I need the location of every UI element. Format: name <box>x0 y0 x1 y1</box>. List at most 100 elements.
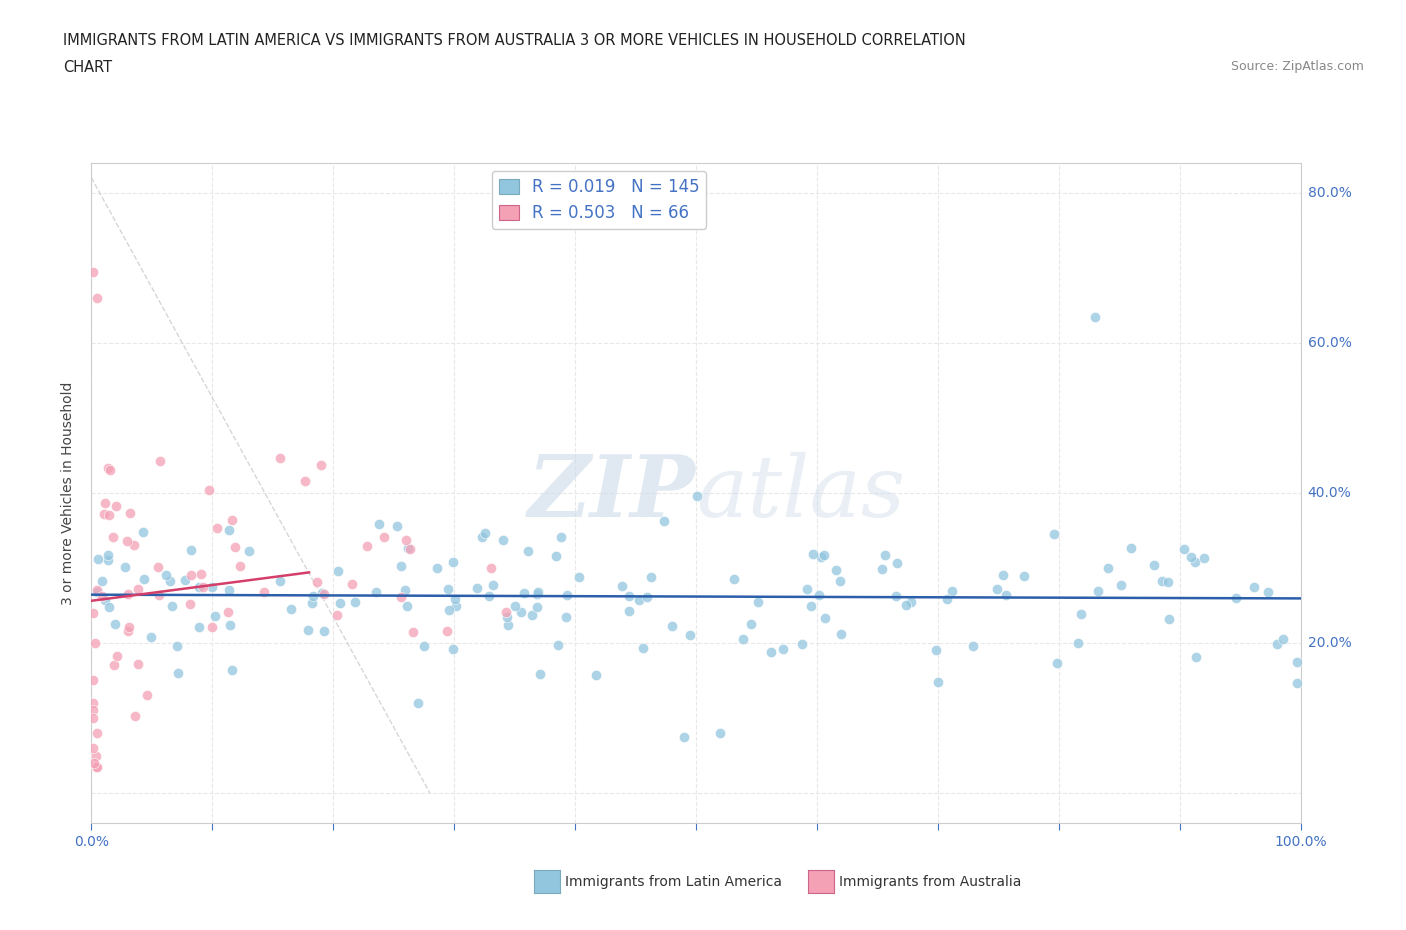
Point <box>526 599 548 614</box>
Point <box>94 495 117 510</box>
Point <box>478 589 501 604</box>
Point <box>329 596 352 611</box>
Point <box>875 548 897 563</box>
Point <box>723 571 745 586</box>
Point <box>253 585 276 600</box>
Point <box>870 562 893 577</box>
Point <box>205 521 228 536</box>
Point <box>124 709 146 724</box>
Point <box>104 617 127 631</box>
Point <box>439 603 461 618</box>
Point <box>481 578 503 592</box>
Point <box>311 586 333 601</box>
Point <box>509 604 531 619</box>
Point <box>385 519 408 534</box>
Point <box>1084 309 1107 324</box>
Point <box>628 592 651 607</box>
Point <box>733 631 755 646</box>
Point <box>180 542 202 557</box>
Point <box>297 623 319 638</box>
Point <box>188 579 211 594</box>
Point <box>1159 612 1181 627</box>
Point <box>269 450 291 465</box>
Text: 80.0%: 80.0% <box>1308 186 1351 200</box>
Point <box>894 598 917 613</box>
Point <box>814 610 837 625</box>
Point <box>162 598 184 613</box>
Point <box>82 696 104 711</box>
Point <box>1257 585 1279 600</box>
Point <box>547 638 569 653</box>
Point <box>101 530 124 545</box>
Point <box>1087 584 1109 599</box>
Point <box>364 585 387 600</box>
Point <box>218 523 240 538</box>
Text: 60.0%: 60.0% <box>1308 336 1351 350</box>
Text: 40.0%: 40.0% <box>1308 485 1351 500</box>
Point <box>198 483 221 498</box>
Point <box>219 618 242 632</box>
Point <box>761 644 783 659</box>
Point <box>513 586 536 601</box>
Point <box>672 729 695 744</box>
Point <box>84 759 107 774</box>
Point <box>367 517 389 532</box>
Point <box>640 569 662 584</box>
Point <box>312 623 335 638</box>
Point <box>544 549 567 564</box>
Point <box>103 658 125 672</box>
Text: IMMIGRANTS FROM LATIN AMERICA VS IMMIGRANTS FROM AUSTRALIA 3 OR MORE VEHICLES IN: IMMIGRANTS FROM LATIN AMERICA VS IMMIGRA… <box>63 33 966 47</box>
Point <box>86 583 108 598</box>
Point <box>302 588 325 603</box>
Point <box>1109 578 1132 592</box>
Point <box>925 643 948 658</box>
Point <box>1014 568 1036 583</box>
Text: Immigrants from Australia: Immigrants from Australia <box>839 874 1022 889</box>
Point <box>1285 655 1308 670</box>
Point <box>86 725 108 740</box>
Point <box>529 667 551 682</box>
Point <box>1173 541 1195 556</box>
Point <box>82 740 104 755</box>
Point <box>188 619 211 634</box>
Point <box>394 582 416 597</box>
Point <box>679 628 702 643</box>
Point <box>436 623 458 638</box>
Point <box>221 662 243 677</box>
Point <box>437 582 460 597</box>
Point <box>201 579 224 594</box>
Point <box>830 574 852 589</box>
Point <box>191 579 214 594</box>
Point <box>118 619 141 634</box>
Point <box>82 673 104 688</box>
Point <box>1285 675 1308 690</box>
Point <box>555 587 578 602</box>
Point <box>326 608 349 623</box>
Point <box>117 587 139 602</box>
Point <box>93 592 115 607</box>
Point <box>446 598 468 613</box>
Point <box>479 561 502 576</box>
Point <box>326 564 349 578</box>
Legend: R = 0.019   N = 145, R = 0.503   N = 66: R = 0.019 N = 145, R = 0.503 N = 66 <box>492 171 706 229</box>
Point <box>1192 551 1215 565</box>
Point <box>294 473 316 488</box>
Point <box>134 571 156 586</box>
Point <box>554 609 576 624</box>
Point <box>406 696 429 711</box>
Text: Immigrants from Latin America: Immigrants from Latin America <box>565 874 782 889</box>
Point <box>127 657 149 671</box>
Point <box>84 635 107 650</box>
Point <box>389 590 412 604</box>
Point <box>1265 636 1288 651</box>
Point <box>886 556 908 571</box>
Point <box>309 458 332 472</box>
Point <box>97 460 120 475</box>
Point <box>1046 656 1069 671</box>
Point <box>132 525 155 539</box>
Point <box>813 548 835 563</box>
Point <box>159 573 181 588</box>
Text: Source: ZipAtlas.com: Source: ZipAtlas.com <box>1230 60 1364 73</box>
Point <box>312 586 335 601</box>
Point <box>503 599 526 614</box>
